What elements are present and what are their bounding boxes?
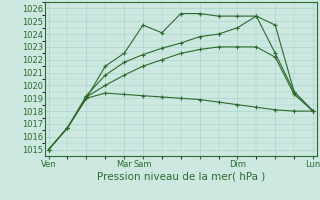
X-axis label: Pression niveau de la mer( hPa ): Pression niveau de la mer( hPa ) xyxy=(97,172,265,182)
